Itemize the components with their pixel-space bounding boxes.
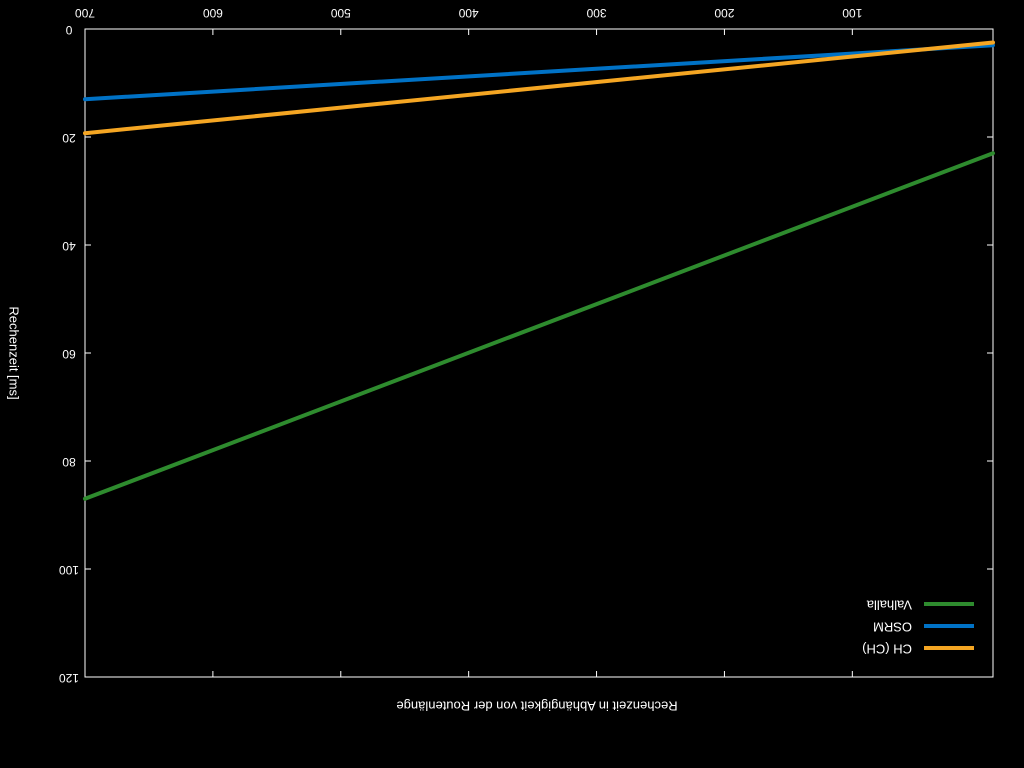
x-tick-label: 700 [75,6,95,20]
legend-label-osrm: OSRM [873,620,912,635]
axis-titles: Rechenzeit in Abhängigkeit von der Route… [7,306,678,713]
y-tick-label: 80 [62,455,76,469]
y-tick-label: 100 [59,563,79,577]
y-tick-label: 120 [59,671,79,685]
legend: Valhalla OSRM CH (CH) [862,598,974,657]
x-tick-label: 400 [458,6,478,20]
series-line-osrm [83,43,995,102]
x-tick-label: 100 [842,6,862,20]
x-tick-label: 300 [586,6,606,20]
y-tick-label: 0 [65,23,72,37]
x-tick-label: 200 [714,6,734,20]
y-axis-title: Rechenzeit [ms] [7,306,22,399]
series-line-ch-ch [83,40,995,136]
plot-frame [84,28,994,678]
legend-label-ch-ch: CH (CH) [862,642,912,657]
y-tick-label: 40 [62,239,76,253]
x-axis-title: Rechenzeit in Abhängigkeit von der Route… [396,699,677,714]
y-tick-label: 20 [62,131,76,145]
x-tick-label: 600 [203,6,223,20]
series-line-valhalla [83,151,995,501]
legend-label-valhalla: Valhalla [866,598,912,613]
x-tick-label: 500 [330,6,350,20]
y-tick-label: 60 [62,347,76,361]
series-layer [83,40,995,501]
